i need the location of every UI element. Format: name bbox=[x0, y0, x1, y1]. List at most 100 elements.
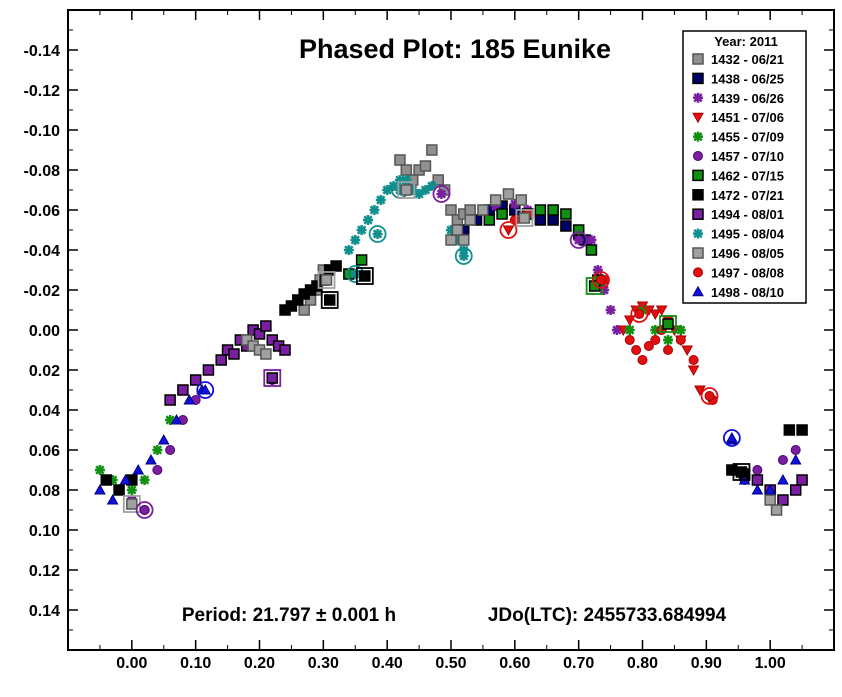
x-tick-label: 1.00 bbox=[755, 655, 786, 672]
legend-label: 1472 - 07/21 bbox=[711, 188, 784, 203]
data-point bbox=[363, 215, 374, 225]
highlighted-data-point bbox=[596, 275, 607, 285]
legend-marker bbox=[693, 228, 703, 239]
data-point bbox=[139, 475, 150, 485]
data-point bbox=[643, 341, 654, 351]
y-tick-label: 0.14 bbox=[29, 603, 60, 620]
data-point bbox=[458, 245, 469, 255]
legend-label: 1457 - 07/10 bbox=[711, 149, 784, 164]
legend-marker bbox=[693, 151, 703, 161]
data-point bbox=[107, 475, 118, 485]
x-tick-label: 0.30 bbox=[308, 655, 339, 672]
data-point bbox=[432, 174, 444, 186]
data-point bbox=[637, 305, 648, 315]
data-point bbox=[490, 201, 501, 211]
data-point bbox=[515, 194, 527, 206]
data-point bbox=[599, 285, 610, 295]
data-point bbox=[260, 348, 272, 360]
y-tick-label: 0.10 bbox=[29, 523, 60, 540]
data-point bbox=[152, 445, 163, 455]
data-point bbox=[777, 455, 788, 465]
highlighted-data-point bbox=[199, 383, 212, 395]
data-point bbox=[585, 244, 598, 256]
highlight-marker bbox=[397, 181, 416, 199]
highlight-marker bbox=[432, 185, 451, 203]
highlight-marker bbox=[355, 267, 374, 285]
highlight-marker bbox=[659, 315, 677, 333]
highlighted-data-point bbox=[458, 251, 469, 261]
data-point bbox=[94, 465, 105, 475]
legend-marker bbox=[692, 53, 704, 65]
data-point bbox=[592, 265, 603, 275]
y-tick-label: 0.08 bbox=[29, 483, 60, 500]
data-point bbox=[177, 384, 189, 396]
axis-ticks: 0.00 0.10 0.20 0.30 0.40 0.50 0.60 0.70 0.80 0.90… bbox=[24, 10, 835, 672]
data-point bbox=[655, 305, 668, 317]
x-tick-label: 0.60 bbox=[499, 655, 530, 672]
data-point bbox=[157, 433, 170, 445]
data-point bbox=[170, 413, 183, 425]
data-point bbox=[240, 334, 253, 346]
highlight-marker bbox=[317, 271, 336, 289]
highlighted-data-point bbox=[126, 498, 138, 510]
data-point bbox=[675, 325, 686, 335]
data-point bbox=[681, 345, 694, 357]
highlight-marker bbox=[454, 247, 473, 265]
data-point bbox=[586, 235, 597, 245]
data-point bbox=[764, 494, 776, 506]
legend-marker bbox=[693, 267, 703, 278]
highlighted-data-point bbox=[372, 229, 383, 239]
data-point bbox=[132, 463, 145, 475]
data-point bbox=[783, 424, 796, 436]
highlighted-data-point bbox=[139, 505, 150, 515]
legend-label: 1494 - 08/01 bbox=[711, 207, 784, 222]
x-tick-label: 0.20 bbox=[244, 655, 275, 672]
highlight-marker bbox=[592, 271, 610, 289]
data-point bbox=[189, 374, 202, 386]
data-point bbox=[445, 234, 457, 246]
data-point bbox=[126, 485, 137, 495]
data-point bbox=[464, 204, 476, 216]
data-point bbox=[611, 325, 622, 335]
legend-marker bbox=[692, 72, 704, 85]
highlighted-data-point bbox=[704, 391, 715, 401]
data-point bbox=[675, 335, 686, 345]
highlight-marker bbox=[569, 231, 588, 249]
y-tick-label: -0.12 bbox=[24, 83, 61, 100]
highlight-marker bbox=[630, 305, 649, 323]
data-point bbox=[458, 234, 470, 246]
data-point bbox=[253, 328, 266, 340]
data-point bbox=[687, 365, 700, 377]
legend-label: 1498 - 08/10 bbox=[711, 285, 784, 300]
data-point bbox=[145, 453, 157, 465]
x-tick-label: 0.40 bbox=[372, 655, 403, 672]
data-point bbox=[407, 185, 418, 195]
y-tick-label: -0.06 bbox=[24, 203, 61, 220]
data-point bbox=[796, 474, 808, 486]
data-point bbox=[451, 224, 464, 236]
data-point bbox=[796, 424, 808, 436]
data-point bbox=[311, 280, 323, 292]
legend-marker bbox=[692, 247, 704, 259]
data-point bbox=[446, 225, 456, 235]
y-tick-label: 0.00 bbox=[29, 323, 60, 340]
data-point bbox=[464, 214, 476, 226]
data-point bbox=[426, 181, 437, 191]
data-point bbox=[624, 325, 635, 335]
highlight-marker bbox=[722, 429, 741, 447]
highlighted-data-point bbox=[400, 184, 413, 196]
data-point bbox=[726, 464, 738, 476]
data-point bbox=[751, 483, 764, 495]
data-point bbox=[420, 185, 431, 195]
data-point bbox=[165, 415, 176, 425]
data-point bbox=[631, 345, 642, 355]
highlighted-data-point bbox=[634, 309, 645, 319]
y-tick-label: 0.04 bbox=[29, 403, 60, 420]
data-point bbox=[260, 320, 272, 332]
legend-marker bbox=[693, 131, 703, 142]
highlighted-data-point bbox=[359, 270, 371, 282]
data-point bbox=[547, 214, 559, 226]
data-point bbox=[382, 185, 393, 195]
y-tick-label: 0.06 bbox=[29, 443, 60, 460]
